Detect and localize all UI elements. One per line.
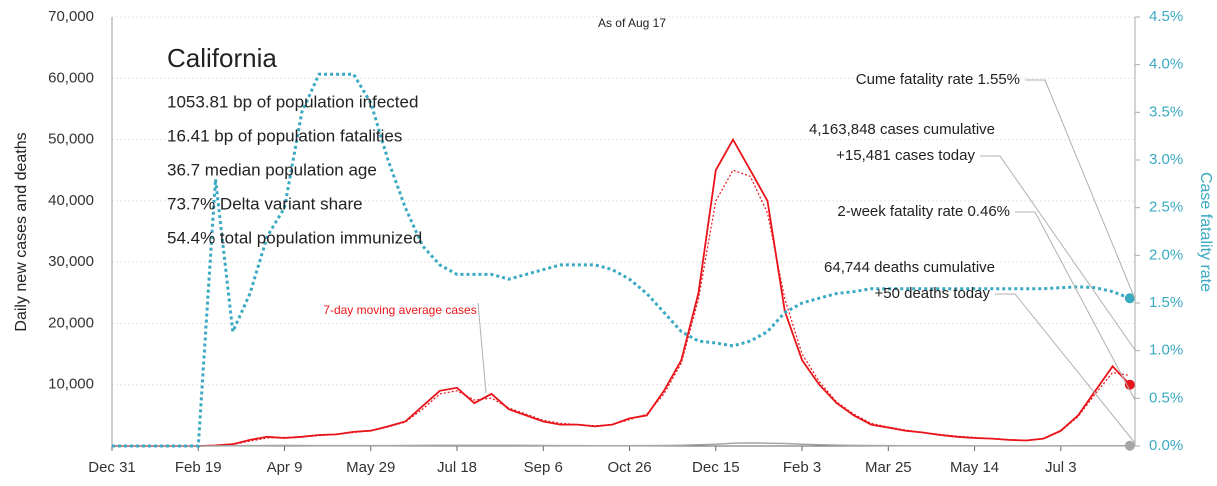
x-tick-label: Oct 26 [607, 459, 651, 476]
stat-line: 1053.81 bp of population infected [167, 92, 418, 111]
y2-tick-label: 3.0% [1149, 151, 1183, 168]
y2-tick-label: 1.5% [1149, 294, 1183, 311]
end-marker [1124, 440, 1135, 451]
x-tick-label: May 14 [950, 459, 999, 476]
x-tick-label: Sep 6 [524, 459, 563, 476]
series-line [112, 442, 1130, 447]
annotation: Cume fatality rate 1.55% [856, 71, 1020, 88]
y2-tick-label: 2.0% [1149, 246, 1183, 263]
end-marker [1124, 293, 1135, 304]
y2-tick-label: 4.0% [1149, 56, 1183, 73]
x-tick-label: Apr 9 [267, 459, 303, 476]
y-tick-label: 70,000 [48, 8, 94, 25]
x-tick-label: Dec 15 [692, 459, 740, 476]
series-line [112, 169, 1130, 447]
y-tick-label: 30,000 [48, 253, 94, 270]
y-tick-label: 40,000 [48, 192, 94, 209]
x-tick-label: Feb 3 [783, 459, 821, 476]
stat-line: 73.7% Delta variant share [167, 194, 363, 213]
stat-line: 36.7 median population age [167, 160, 377, 179]
chart-title: California [167, 43, 277, 73]
annotation: 7-day moving average cases [323, 303, 476, 317]
y2-tick-label: 0.0% [1149, 437, 1183, 454]
y2-tick-label: 2.5% [1149, 199, 1183, 216]
annotation-leader [1015, 211, 1136, 401]
annotation-leader [980, 155, 1136, 351]
y2-tick-label: 1.0% [1149, 342, 1183, 359]
y-tick-label: 10,000 [48, 376, 94, 393]
annotation-leader [1025, 79, 1136, 300]
x-tick-label: Jul 18 [437, 459, 477, 476]
annotation: 2-week fatality rate 0.46% [837, 203, 1010, 220]
y2-tick-label: 3.5% [1149, 103, 1183, 120]
annotation-leader [477, 302, 487, 394]
stat-line: 16.41 bp of population fatalities [167, 126, 402, 145]
y-tick-label: 60,000 [48, 69, 94, 86]
y-tick-label: 20,000 [48, 314, 94, 331]
annotation-leader [995, 293, 1136, 444]
stat-line: 54.4% total population immunized [167, 228, 422, 247]
x-tick-label: Mar 25 [865, 459, 912, 476]
y2-tick-label: 0.5% [1149, 389, 1183, 406]
x-tick-label: Jul 3 [1045, 459, 1077, 476]
end-marker [1124, 379, 1135, 390]
annotation: 4,163,848 cases cumulative [809, 121, 995, 138]
y-axis-label: Daily new cases and deaths [13, 132, 30, 331]
y2-tick-label: 4.5% [1149, 8, 1183, 25]
annotation: +15,481 cases today [836, 147, 975, 164]
subtitle: As of Aug 17 [598, 16, 666, 30]
series-line [112, 72, 1131, 448]
x-tick-label: Feb 19 [175, 459, 222, 476]
x-tick-label: May 29 [346, 459, 395, 476]
x-tick-label: Dec 31 [88, 459, 136, 476]
y2-axis-label: Case fatality rate [1197, 172, 1214, 292]
annotation: 64,744 deaths cumulative [824, 259, 995, 276]
annotation: +50 deaths today [874, 285, 990, 302]
y-tick-label: 50,000 [48, 131, 94, 148]
